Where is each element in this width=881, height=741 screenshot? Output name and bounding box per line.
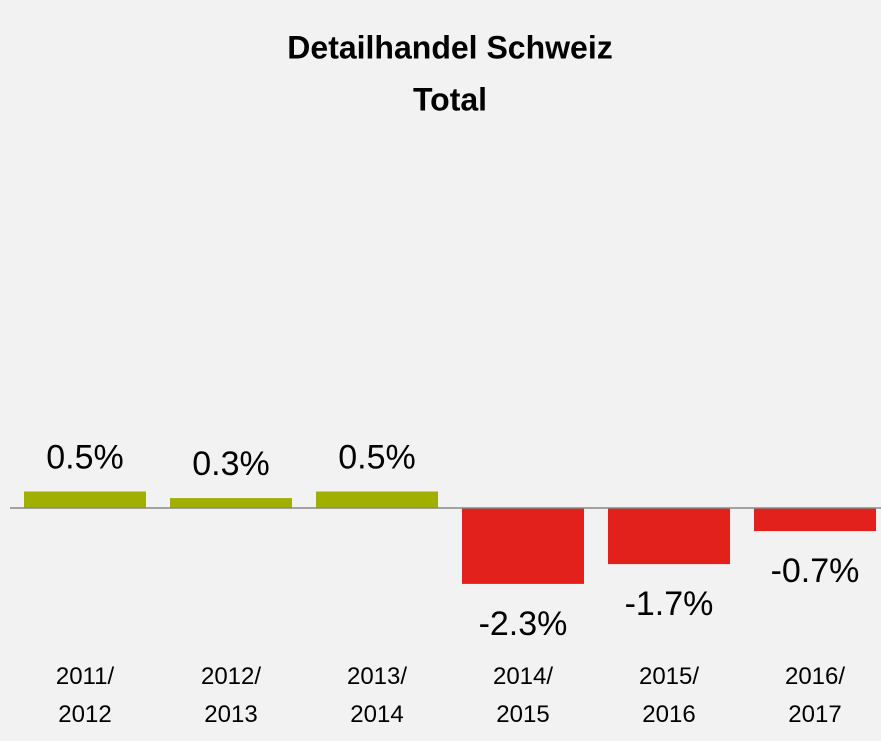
value-label: -2.3% [479,605,568,643]
x-tick-label: 2015/2016 [639,663,699,728]
bar [316,491,438,508]
bar [24,491,146,508]
bar [608,508,730,565]
value-label: 0.3% [192,445,270,483]
chart-subtitle: Total [413,81,487,117]
x-tick-label: 2016/2017 [785,663,845,728]
bar [754,508,876,532]
value-label: 0.5% [46,438,124,476]
bar [170,498,292,508]
chart-title: Detailhandel Schweiz [287,29,612,65]
x-tick-label: 2014/2015 [493,663,553,728]
value-label: -1.7% [625,585,714,623]
value-label: 0.5% [338,438,416,476]
value-label: -0.7% [771,552,860,590]
x-tick-label: 2012/2013 [201,663,261,728]
bar [462,508,584,584]
x-tick-label: 2013/2014 [347,663,407,728]
x-tick-label: 2011/2012 [56,663,115,728]
